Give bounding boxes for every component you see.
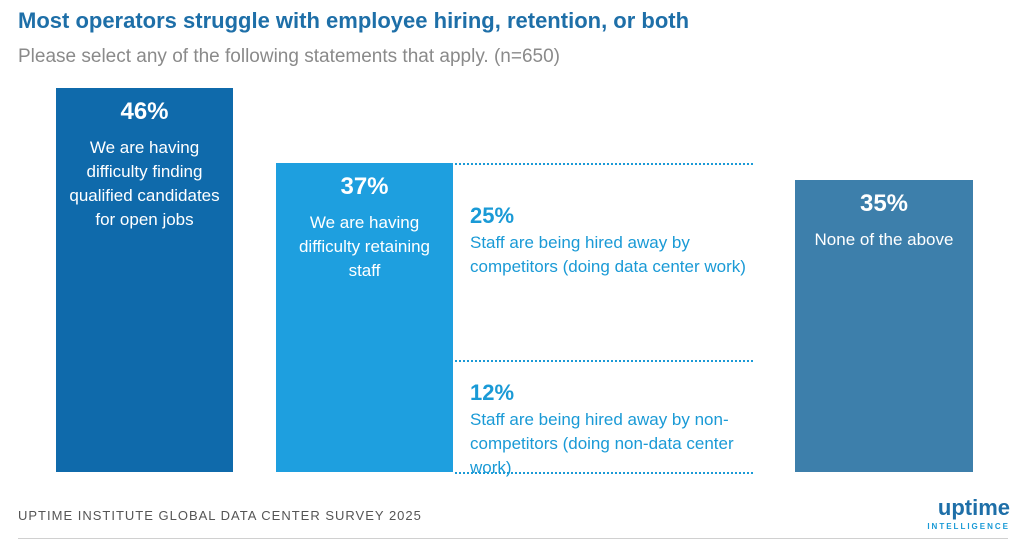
breakdown-competitors-value: 25% — [470, 203, 515, 229]
uptime-logo: uptime INTELLIGENCE — [880, 495, 1010, 532]
breakdown-line-middle — [455, 359, 753, 362]
bar-retaining: 37% We are having difficulty retaining s… — [276, 163, 453, 472]
bar-retaining-label: We are having difficulty retaining staff — [298, 213, 431, 281]
bar-hiring-value: 46% — [120, 98, 169, 125]
breakdown-non-competitors-value: 12% — [470, 379, 515, 405]
bar-none-label: None of the above — [814, 229, 954, 249]
breakdown-line-top — [455, 163, 753, 166]
logo-tagline: INTELLIGENCE — [927, 522, 1010, 531]
bar-hiring-label: We are having difficulty finding qualifi… — [69, 138, 220, 229]
bar-none-value: 35% — [859, 189, 909, 217]
breakdown-non-competitors: 12% Staff are being hired away by non-co… — [470, 380, 770, 480]
breakdown-competitors-label: Staff are being hired away by competitor… — [470, 233, 746, 277]
breakdown-non-competitors-label: Staff are being hired away by non-compet… — [470, 409, 734, 477]
logo-word: uptime — [937, 495, 1010, 520]
chart-title: Most operators struggle with employee hi… — [18, 8, 690, 33]
bar-none: 35% None of the above — [795, 179, 973, 472]
footer-divider — [18, 538, 1008, 539]
chart-subtitle: Please select any of the following state… — [18, 46, 560, 67]
breakdown-line-bottom — [455, 472, 753, 474]
source-note: UPTIME INSTITUTE GLOBAL DATA CENTER SURV… — [18, 508, 422, 523]
bar-hiring: 46% We are having difficulty finding qua… — [56, 88, 233, 472]
breakdown-competitors: 25% Staff are being hired away by compet… — [470, 203, 770, 279]
bar-retaining-value: 37% — [340, 173, 389, 201]
